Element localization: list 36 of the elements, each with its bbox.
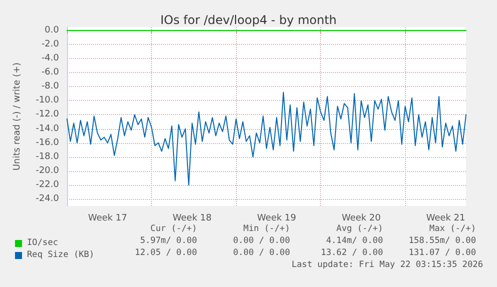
y-tick-label: -12.0 <box>36 110 60 120</box>
y-tick-label: 0.0 <box>44 26 60 36</box>
text: Last update: Fri May 22 03:15:35 2026 <box>292 260 483 270</box>
x-tick-label: Week 20 <box>342 214 381 224</box>
y-tick-label: -24.0 <box>36 194 60 204</box>
legend-label: Req Size (KB) <box>27 250 94 260</box>
text: 0.00 / 0.00 <box>233 236 290 246</box>
text: 4.14m/ 0.00 <box>326 236 383 246</box>
text: 158.55m/ 0.00 <box>408 236 476 246</box>
y-tick-label: -6.0 <box>41 68 60 78</box>
y-tick-label: -8.0 <box>41 82 60 92</box>
x-tick-label: Week 19 <box>257 214 296 224</box>
x-tick-label: Week 21 <box>426 214 466 224</box>
x-tick-label: Week 18 <box>172 214 212 224</box>
y-tick-label: -2.0 <box>41 40 60 50</box>
y-tick-label: -4.0 <box>41 54 60 64</box>
y-axis-title: Units read (-) / write (+) <box>12 62 22 171</box>
text: Avg (-/+) <box>336 224 383 234</box>
x-tick-label: Week 17 <box>88 214 128 224</box>
line-series <box>66 92 466 186</box>
chart-title: IOs for /dev/loop4 - by month <box>160 13 337 27</box>
text: 131.07 / 0.00 <box>408 248 476 258</box>
legend-label: IO/sec <box>27 238 58 248</box>
text: 12.05 / 0.00 <box>134 248 197 258</box>
y-tick-label: -22.0 <box>36 180 60 190</box>
text: Cur (-/+) <box>150 224 197 234</box>
text: 0.00 / 0.00 <box>233 248 290 258</box>
text: 13.62 / 0.00 <box>320 248 383 258</box>
y-tick-label: -14.0 <box>36 124 60 134</box>
y-tick-label: -18.0 <box>36 152 60 162</box>
text: Max (-/+) <box>429 224 476 234</box>
text: 5.97m/ 0.00 <box>140 236 197 246</box>
y-tick-label: -10.0 <box>36 96 60 106</box>
y-tick-label: -16.0 <box>36 138 60 148</box>
text: Min (-/+) <box>243 224 290 234</box>
y-tick-label: -20.0 <box>36 166 60 176</box>
